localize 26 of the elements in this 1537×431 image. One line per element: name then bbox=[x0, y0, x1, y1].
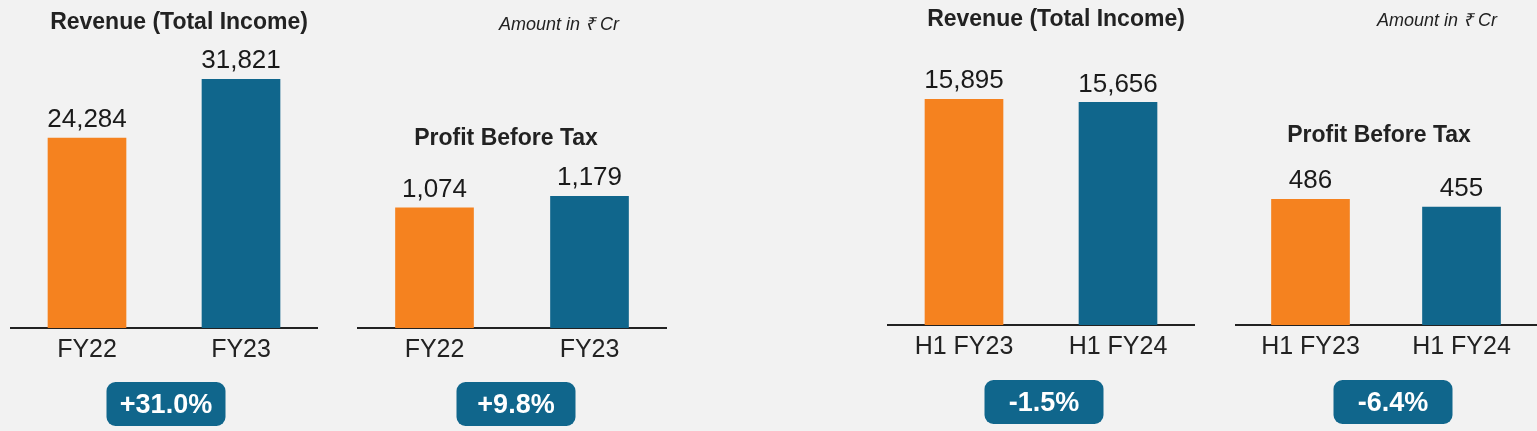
data-label: 31,821 bbox=[201, 44, 281, 75]
x-tick-label: FY22 bbox=[404, 333, 465, 362]
chart-title: Revenue (Total Income) bbox=[50, 7, 308, 35]
chart-title: Profit Before Tax bbox=[414, 123, 598, 151]
data-label: 15,656 bbox=[1078, 67, 1158, 98]
text: -1.5% bbox=[1008, 386, 1080, 419]
x-tick-label: H1 FY24 bbox=[1412, 330, 1511, 359]
text: +9.8% bbox=[477, 388, 555, 421]
x-tick-label: FY23 bbox=[559, 333, 620, 362]
text: +31.0% bbox=[119, 388, 213, 421]
data-label: 486 bbox=[1288, 164, 1333, 195]
chart-subtitle: Amount in ₹ Cr bbox=[498, 13, 619, 35]
data-label: 1,179 bbox=[556, 161, 623, 192]
x-tick-label: H1 FY24 bbox=[1068, 330, 1168, 359]
x-tick-label: H1 FY23 bbox=[1261, 330, 1360, 359]
chart-title: Profit Before Tax bbox=[1287, 120, 1471, 148]
data-label: 24,284 bbox=[47, 103, 127, 134]
data-label: 1,074 bbox=[401, 172, 468, 203]
x-tick-label: H1 FY23 bbox=[914, 330, 1014, 359]
chart-title: Revenue (Total Income) bbox=[927, 4, 1185, 32]
data-label: 455 bbox=[1439, 172, 1484, 203]
x-tick-label: FY22 bbox=[57, 333, 117, 362]
chart-subtitle: Amount in ₹ Cr bbox=[1376, 9, 1497, 31]
data-label: 15,895 bbox=[924, 64, 1004, 95]
x-tick-label: FY23 bbox=[211, 333, 271, 362]
text: -6.4% bbox=[1357, 386, 1429, 419]
